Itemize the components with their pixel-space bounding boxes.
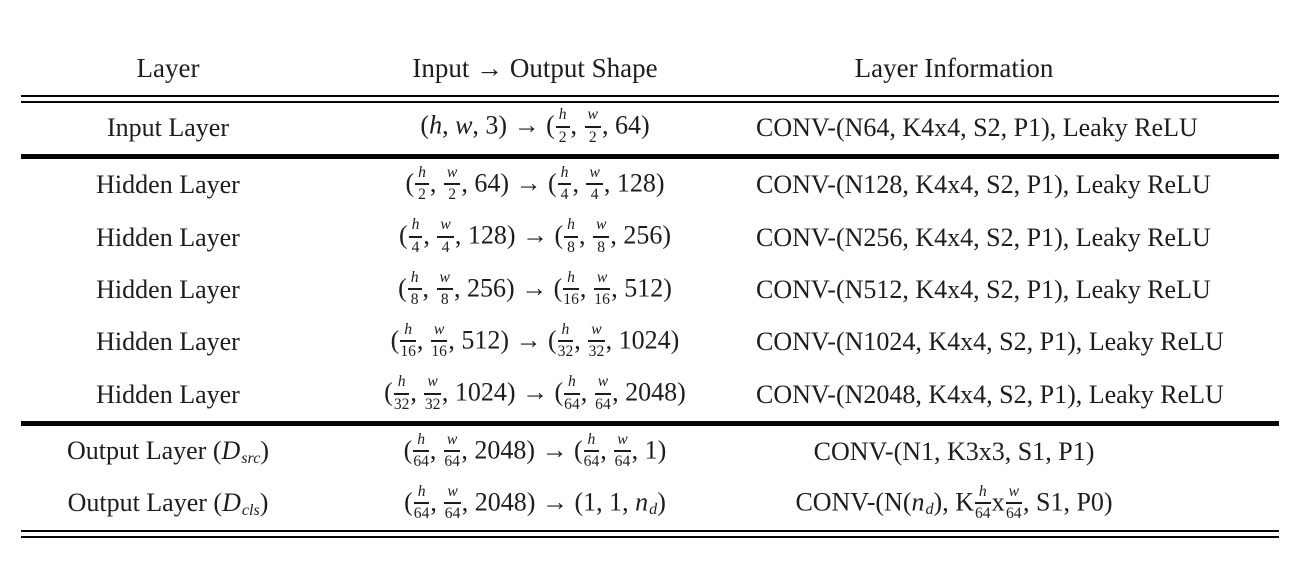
cell-layer: Hidden Layer xyxy=(96,379,240,409)
cell-info: CONV-(N1024, K4x4, S2, P1), Leaky ReLU xyxy=(756,327,1224,356)
fraction: h 64 xyxy=(413,430,429,470)
cell-layer: Hidden Layer xyxy=(96,222,240,252)
fraction: w 32 xyxy=(588,320,605,360)
cell-layer: Input Layer xyxy=(106,112,229,142)
header-double-rule-upper xyxy=(21,95,1279,97)
cell-layer: Output Layer (Dsrc) xyxy=(66,435,270,468)
fraction: w 64 xyxy=(614,430,631,470)
table-row: Output Layer (Dcls) (h 64, w 64, 2048) → (1… xyxy=(0,478,1316,530)
cell-info: CONV-(N256, K4x4, S2, P1), Leaky ReLU xyxy=(756,222,1211,252)
cell-shape: (h 32, w 32, 1024) → (h 64, w 64, 2048) xyxy=(384,373,686,413)
cell-info: CONV-(N512, K4x4, S2, P1), Leaky ReLU xyxy=(756,275,1211,304)
cell-shape: (h 16, w 16, 512) → (h 32, w 32, 1024) xyxy=(390,320,680,360)
fraction: h 64 xyxy=(974,482,991,522)
cell-shape: (h 64, w 64, 2048) → (h 64, w 64, 1) xyxy=(403,430,667,470)
table-row: Output Layer (Dsrc) (h 64, w 64, 2048) → (h… xyxy=(0,426,1316,478)
header-double-rule-lower xyxy=(21,101,1279,103)
table-row: Hidden Layer (h 32, w 32, 1024) → (h 64, w 64… xyxy=(0,368,1316,421)
header-layer-information: Layer Information xyxy=(854,52,1054,83)
bottom-double-rule-lower xyxy=(21,536,1279,538)
fraction: h 32 xyxy=(393,373,410,413)
output-section-rule xyxy=(21,421,1279,426)
header-input-output-shape: Input → Output Shape xyxy=(412,52,658,83)
cell-info: CONV-(N128, K4x4, S2, P1), Leaky ReLU xyxy=(756,170,1211,199)
fraction: h 16 xyxy=(563,268,579,308)
cell-layer: Hidden Layer xyxy=(96,275,240,304)
fraction: h 64 xyxy=(413,482,430,522)
fraction: w 16 xyxy=(593,268,611,308)
fraction: w 64 xyxy=(444,482,461,522)
cell-layer: Output Layer (Dcls) xyxy=(67,487,269,520)
cell-info: CONV-(N64, K4x4, S2, P1), Leaky ReLU xyxy=(756,112,1198,142)
cell-info: CONV-(N2048, K4x4, S2, P1), Leaky ReLU xyxy=(756,379,1224,409)
fraction: h 16 xyxy=(400,320,416,360)
fraction: w 64 xyxy=(594,373,612,413)
fraction: w 64 xyxy=(443,430,461,470)
cell-info: CONV-(N1, K3x3, S1, P1) xyxy=(813,437,1095,466)
fraction: w 64 xyxy=(1005,482,1022,522)
fraction: h 32 xyxy=(557,320,574,360)
header-layer: Layer xyxy=(136,52,200,83)
fraction: h 64 xyxy=(583,430,600,470)
cell-layer: Hidden Layer xyxy=(96,327,240,356)
table-row: Hidden Layer (h 16, w 16, 512) → (h 32, w 32,… xyxy=(0,316,1316,368)
input-section-rule xyxy=(21,154,1279,159)
cell-layer: Hidden Layer xyxy=(96,170,240,199)
cell-shape: (h 64, w 64, 2048) → (1, 1, nd) xyxy=(404,482,666,522)
bottom-double-rule-upper xyxy=(21,530,1279,532)
header-row: Layer Input → Output Shape Layer Informa… xyxy=(0,43,1316,93)
fraction: w 16 xyxy=(430,320,448,360)
fraction: w 32 xyxy=(424,373,441,413)
fraction: h 64 xyxy=(564,373,580,413)
